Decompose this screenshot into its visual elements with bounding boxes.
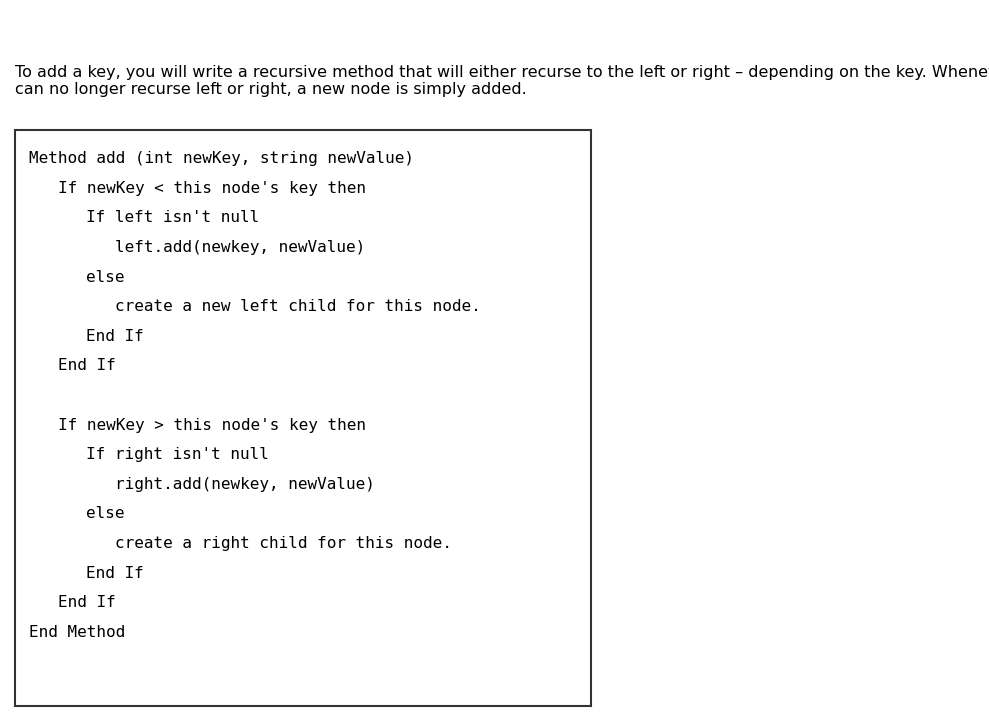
Text: End If: End If: [57, 359, 116, 374]
Text: End If: End If: [86, 329, 144, 344]
FancyBboxPatch shape: [15, 130, 591, 706]
Text: End Method: End Method: [29, 625, 125, 640]
Text: else: else: [86, 269, 125, 284]
Text: To add a key, you will write a recursive method that will either recurse to the : To add a key, you will write a recursive…: [15, 65, 989, 97]
Text: left.add(newkey, newValue): left.add(newkey, newValue): [115, 240, 365, 255]
Text: right.add(newkey, newValue): right.add(newkey, newValue): [115, 477, 375, 492]
Text: End If: End If: [86, 566, 144, 580]
Text: If left isn't null: If left isn't null: [86, 210, 260, 225]
Text: create a new left child for this node.: create a new left child for this node.: [115, 300, 481, 314]
Text: If newKey < this node's key then: If newKey < this node's key then: [57, 181, 366, 196]
Text: If newKey > this node's key then: If newKey > this node's key then: [57, 418, 366, 433]
Text: create a right child for this node.: create a right child for this node.: [115, 536, 452, 551]
Text: If right isn't null: If right isn't null: [86, 447, 269, 462]
Text: else: else: [86, 506, 125, 521]
Text: End If: End If: [57, 595, 116, 611]
Text: Method add (int newKey, string newValue): Method add (int newKey, string newValue): [29, 151, 413, 166]
